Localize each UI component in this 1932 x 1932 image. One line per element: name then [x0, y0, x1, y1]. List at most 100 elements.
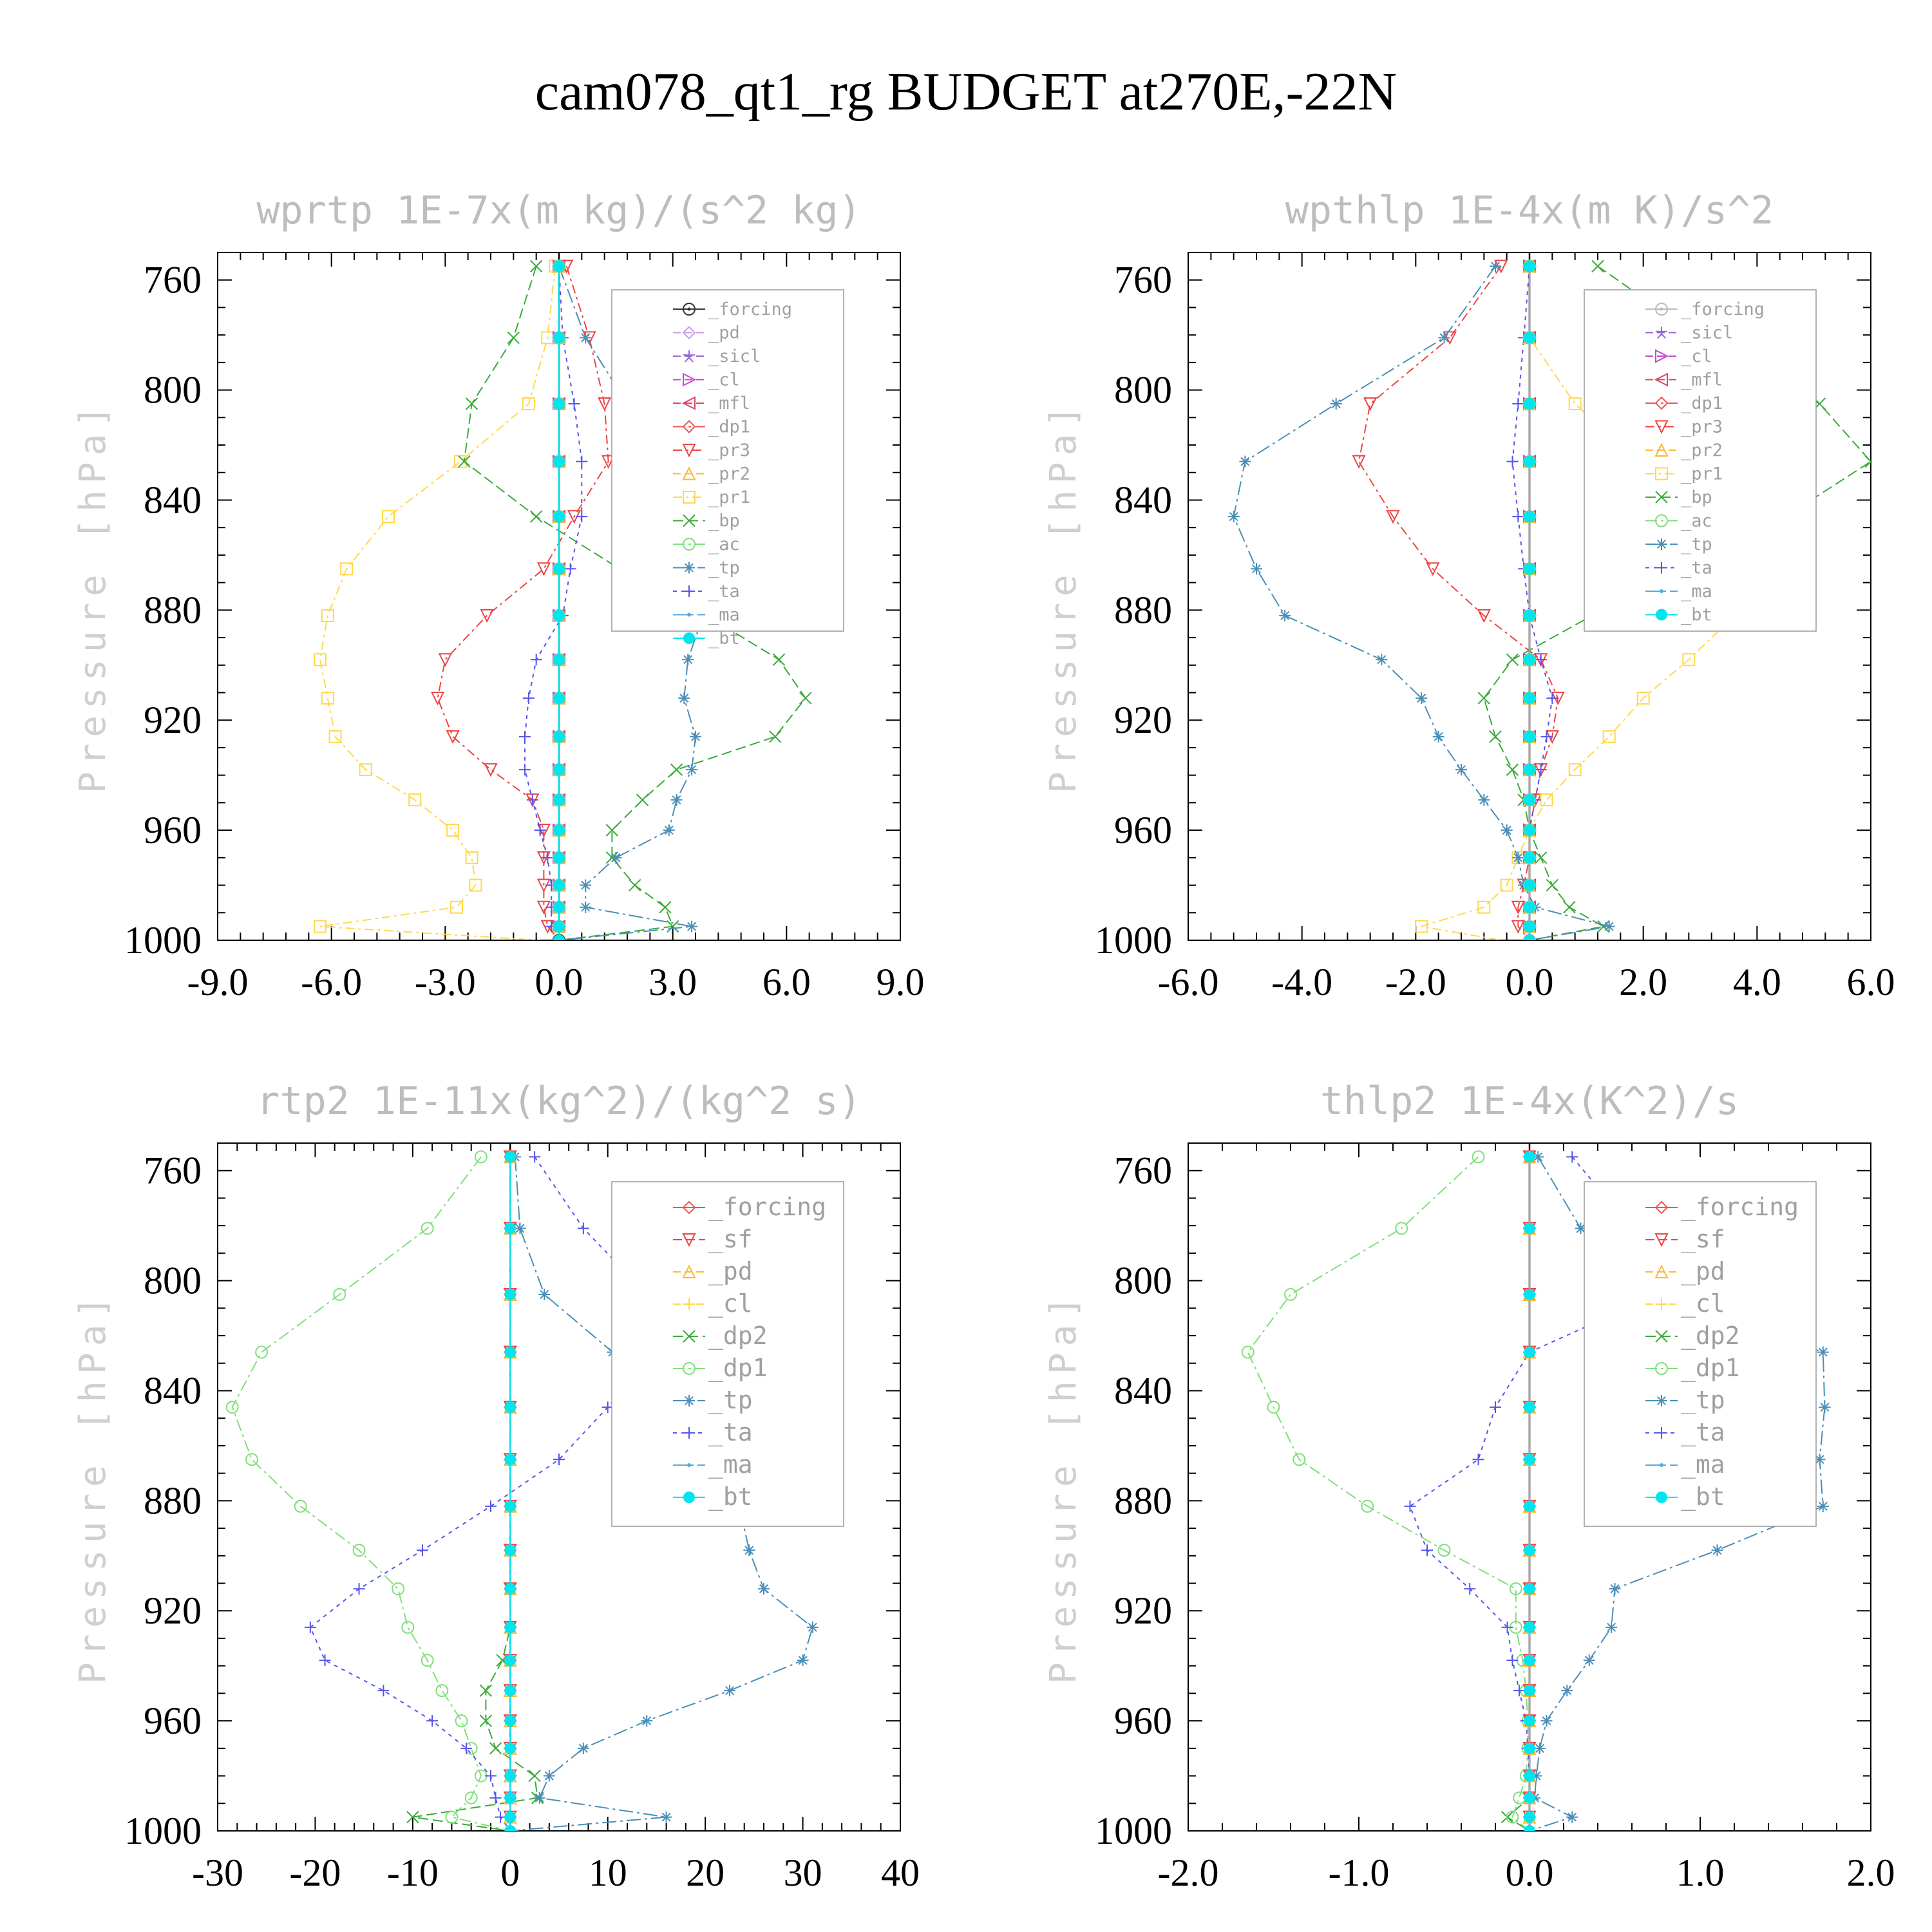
- point-bt: [504, 1583, 516, 1595]
- legend-marker-dp1: [682, 420, 696, 433]
- legend-label: _pr1: [1681, 464, 1723, 484]
- point-tp: [806, 1621, 819, 1633]
- legend-label: _pd: [708, 1257, 753, 1286]
- point-bt: [1524, 1742, 1535, 1754]
- point-bt: [1524, 1401, 1535, 1414]
- point-dp1: [1267, 1401, 1280, 1414]
- point-pr3: [1511, 920, 1525, 934]
- point-dp1: [333, 1287, 346, 1301]
- point-bt: [1524, 1792, 1535, 1804]
- legend-marker-dp1: [1655, 1362, 1668, 1375]
- series-line-tp: [1233, 265, 1609, 940]
- point-dp1: [352, 1544, 366, 1557]
- legend-entry-bp: _bp: [673, 511, 740, 531]
- point-dp1: [245, 1453, 258, 1466]
- point-pr3: [601, 455, 616, 469]
- legend-marker-bt: [683, 632, 695, 644]
- y-axis-label: Pressure [hPa]: [72, 399, 114, 793]
- point-dp1: [1284, 1287, 1297, 1301]
- series-dp1: [225, 1150, 511, 1831]
- legend-entry-pr2: _pr2: [1645, 440, 1723, 460]
- legend-label: _dp1: [1681, 1354, 1740, 1383]
- legend-marker-dp1: [1654, 396, 1669, 410]
- legend-label: _cl: [708, 1289, 753, 1318]
- x-tick-label: 9.0: [876, 961, 925, 1003]
- y-axis-label: Pressure [hPa]: [1043, 1290, 1084, 1684]
- legend-label: _ta: [708, 582, 740, 601]
- point-bt: [504, 1685, 516, 1697]
- legend-label: _forcing: [708, 1193, 826, 1222]
- y-tick-label: 1000: [1095, 1810, 1172, 1852]
- point-pr1: [1500, 878, 1513, 892]
- legend-entry-pr1: _pr1: [1645, 464, 1723, 484]
- point-bt: [1524, 1583, 1535, 1595]
- point-bt: [553, 824, 565, 837]
- point-ta: [1512, 511, 1524, 523]
- point-tp: [641, 1715, 653, 1727]
- point-bt: [1524, 920, 1535, 933]
- y-tick-label: 840: [1114, 478, 1172, 521]
- point-pr3: [480, 609, 494, 623]
- point-pr1: [1682, 653, 1696, 667]
- legend-label: _dp1: [1681, 393, 1723, 413]
- legend-marker-sf: [682, 1233, 696, 1247]
- x-tick-label: 2.0: [1847, 1852, 1895, 1894]
- y-tick-label: 1000: [124, 1810, 202, 1852]
- point-tp: [1279, 609, 1291, 621]
- point-dp2: [528, 1769, 541, 1783]
- point-pr1: [408, 793, 422, 807]
- legend-marker-ma: [1660, 589, 1663, 593]
- legend-label: _pr1: [708, 488, 750, 507]
- point-bp: [529, 260, 543, 273]
- point-dp1: [294, 1499, 307, 1513]
- point-dp1: [435, 1684, 449, 1698]
- legend-label: _ma: [708, 1450, 753, 1479]
- legend-marker-sicl: [1656, 327, 1667, 339]
- y-tick-label: 760: [144, 1150, 202, 1192]
- point-pr3: [1386, 510, 1400, 524]
- point-pr3: [1363, 397, 1378, 412]
- legend-marker-ma: [687, 1463, 691, 1467]
- x-tick-label: 0.0: [1506, 1852, 1554, 1894]
- legend-label: _sf: [1681, 1225, 1725, 1254]
- point-ta: [1501, 1621, 1513, 1633]
- y-tick-label: 760: [1114, 259, 1172, 301]
- series-bt: [1524, 260, 1535, 940]
- point-tp: [1609, 1583, 1621, 1595]
- point-tp: [1478, 794, 1490, 806]
- point-dp1: [464, 1791, 478, 1804]
- y-tick-label: 960: [1114, 1700, 1172, 1742]
- point-dp1: [1361, 1499, 1374, 1513]
- point-dp1: [1293, 1453, 1306, 1466]
- point-bt: [1524, 1544, 1535, 1557]
- legend-label: _pr3: [708, 440, 750, 460]
- point-ta: [576, 511, 588, 523]
- point-pr1: [1602, 730, 1616, 743]
- point-ta: [485, 1500, 497, 1512]
- point-ta: [553, 1454, 565, 1466]
- legend-marker-cl: [683, 1298, 695, 1310]
- point-pr3: [446, 730, 460, 744]
- legend-marker-pd: [1654, 1264, 1669, 1278]
- point-bt: [1524, 1654, 1535, 1667]
- point-tp: [543, 1770, 555, 1782]
- point-pr3: [1477, 609, 1491, 623]
- point-ta: [1546, 692, 1558, 705]
- series-bt: [504, 1151, 516, 1831]
- legend-marker-pd: [682, 326, 696, 339]
- legend-entry-ac: _ac: [1645, 511, 1712, 531]
- legend-entry-mfl: _mfl: [673, 393, 750, 413]
- series-pr3: [430, 260, 616, 940]
- legend-entry-ma: _ma: [673, 1450, 753, 1479]
- point-ta: [526, 794, 538, 806]
- legend-marker-ac: [683, 538, 696, 551]
- point-bp: [1864, 455, 1871, 468]
- point-pr1: [465, 851, 478, 864]
- point-tp: [797, 1654, 809, 1667]
- legend-marker-pr1: [683, 491, 696, 504]
- panel-title: wprtp 1E-7x(m kg)/(s^2 kg): [256, 188, 861, 233]
- point-tp: [1490, 260, 1501, 272]
- point-tp: [1532, 1151, 1544, 1163]
- point-pr3: [430, 692, 445, 706]
- point-ta: [1490, 1401, 1501, 1414]
